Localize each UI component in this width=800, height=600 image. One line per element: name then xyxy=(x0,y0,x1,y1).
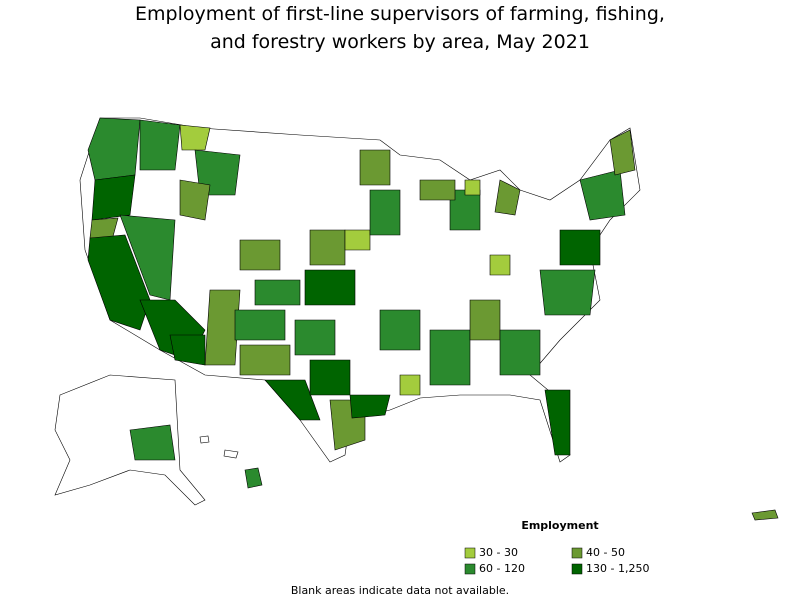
region xyxy=(87,234,151,331)
hawaii-island xyxy=(199,435,210,444)
legend-label: 130 - 1,250 xyxy=(586,562,649,575)
region xyxy=(469,299,501,341)
region xyxy=(359,149,391,186)
region xyxy=(239,239,281,271)
legend-label: 30 - 30 xyxy=(479,546,518,559)
region xyxy=(464,179,481,196)
legend-title: Employment xyxy=(521,519,598,532)
legend: 30 - 30 40 - 50 60 - 120 130 - 1,250 xyxy=(464,546,649,575)
region xyxy=(139,119,181,171)
legend-label: 40 - 50 xyxy=(586,546,625,559)
region xyxy=(169,334,206,366)
regions xyxy=(87,117,636,456)
region xyxy=(544,389,571,456)
region xyxy=(129,424,176,461)
legend-swatch xyxy=(464,563,476,575)
region xyxy=(204,289,241,366)
puerto-rico xyxy=(751,509,779,521)
region xyxy=(304,269,356,306)
region xyxy=(429,329,471,386)
legend-swatch xyxy=(464,547,476,559)
hawaii-island xyxy=(223,449,239,459)
region xyxy=(91,174,136,221)
us-map xyxy=(54,117,779,521)
region xyxy=(294,319,336,356)
region xyxy=(309,359,351,396)
region xyxy=(539,269,596,316)
region xyxy=(179,124,211,151)
region xyxy=(234,309,286,341)
region xyxy=(87,117,141,181)
legend-swatch xyxy=(571,547,583,559)
region xyxy=(494,179,521,216)
alaska xyxy=(54,374,206,506)
region xyxy=(349,394,391,419)
region xyxy=(194,149,241,196)
footnote: Blank areas indicate data not available. xyxy=(291,584,509,597)
region xyxy=(344,229,371,251)
region xyxy=(309,229,346,266)
region xyxy=(399,374,421,396)
region xyxy=(559,229,601,266)
legend-label: 60 - 120 xyxy=(479,562,525,575)
legend-swatch xyxy=(571,563,583,575)
region xyxy=(419,179,456,201)
region xyxy=(499,329,541,376)
region xyxy=(609,129,636,176)
region xyxy=(179,179,211,221)
title-line: Employment of first-line supervisors of … xyxy=(135,3,665,25)
region xyxy=(254,279,301,306)
region xyxy=(264,379,321,421)
title-line: and forestry workers by area, May 2021 xyxy=(210,31,590,53)
hawaii xyxy=(244,467,263,489)
region xyxy=(489,254,511,276)
region xyxy=(379,309,421,351)
region xyxy=(369,189,401,236)
region xyxy=(239,344,291,376)
region xyxy=(579,169,626,221)
